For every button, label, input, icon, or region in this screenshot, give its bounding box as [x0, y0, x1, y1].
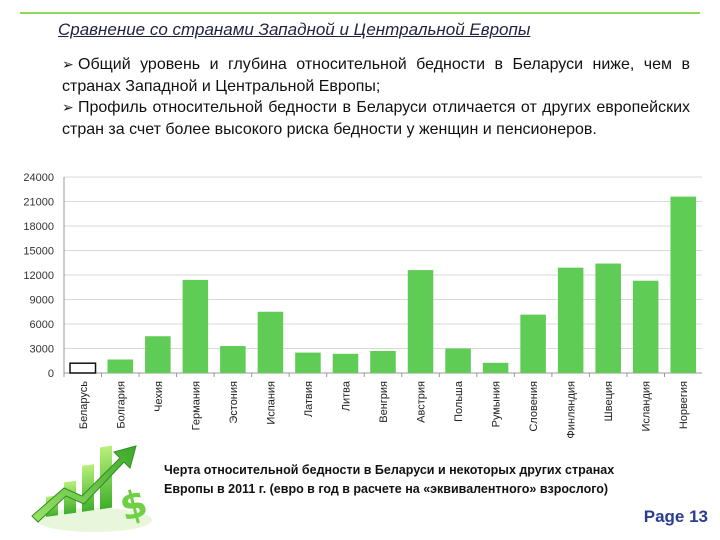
y-tick-label: 15000 — [23, 246, 54, 258]
bullet-item: ➢ Профиль относительной бедности в Белару… — [62, 97, 690, 140]
page-number: Page 13 — [643, 507, 708, 526]
x-tick-label: Германия — [190, 381, 202, 430]
x-tick-label: Словения — [528, 381, 540, 432]
x-tick-label: Эстония — [228, 381, 240, 424]
growth-chart-dollar-icon: $ — [31, 445, 152, 532]
bullet-text: Профиль относительной бедности в Беларус… — [62, 99, 690, 138]
y-tick-label: 21000 — [23, 197, 54, 209]
bar — [482, 362, 509, 373]
x-tick-label: Литва — [340, 380, 352, 411]
caption-line: Черта относительной бедности в Беларуси … — [164, 463, 615, 477]
y-tick-label: 9000 — [30, 295, 54, 307]
y-tick-label: 6000 — [30, 319, 54, 331]
bar — [182, 279, 209, 373]
bullet-list: ➢ Общий уровень и глубина относительной б… — [62, 54, 690, 140]
bar — [445, 348, 471, 373]
x-tick-label: Венгрия — [378, 381, 390, 423]
x-tick-label: Финляндия — [566, 381, 578, 439]
bar — [407, 270, 434, 373]
bar — [332, 353, 359, 373]
bar — [557, 267, 584, 373]
bar — [145, 336, 171, 373]
x-tick-label: Швеция — [603, 381, 615, 421]
caption-line: Европы в 2011 г. (евро в год в расчете н… — [164, 482, 609, 496]
bar — [520, 314, 546, 373]
arrow-bullet-icon: ➢ — [62, 100, 74, 116]
bullet-text: Общий уровень и глубина относительной бе… — [62, 56, 690, 95]
y-tick-label: 12000 — [23, 270, 54, 282]
x-tick-label: Польша — [453, 380, 465, 422]
bar — [670, 196, 696, 373]
header-rule — [20, 12, 700, 14]
x-tick-label: Беларусь — [78, 381, 90, 429]
slide-title: Сравнение со странами Западной и Централ… — [58, 20, 531, 39]
x-tick-label: Румыния — [491, 381, 503, 427]
x-tick-label: Австрия — [416, 381, 428, 423]
bar — [107, 359, 134, 373]
y-tick-label: 3000 — [30, 344, 54, 356]
bullet-item: ➢ Общий уровень и глубина относительной б… — [62, 54, 690, 97]
poverty-line-chart: 0 3000 6000 9000 12000 15000 18000 21000 24000 Бе… — [0, 165, 720, 445]
x-tick-label: Исландия — [641, 381, 653, 432]
bar — [220, 346, 246, 373]
bar — [632, 280, 659, 373]
bar-chart-svg: 0 3000 6000 9000 12000 15000 18000 21000 24000 Бе… — [23, 172, 702, 439]
bar — [370, 350, 396, 373]
y-tick-label: 0 — [48, 368, 54, 380]
bar — [295, 352, 321, 373]
chart-caption: Черта относительной бедности в Беларуси … — [164, 461, 684, 499]
x-tick-label: Болгария — [115, 381, 127, 429]
x-tick-label: Латвия — [303, 381, 315, 417]
bar — [257, 311, 284, 373]
x-tick-label: Чехия — [153, 381, 165, 412]
y-tick-label: 18000 — [23, 221, 54, 233]
arrow-bullet-icon: ➢ — [62, 57, 74, 73]
bar — [69, 362, 97, 374]
x-tick-label: Норвегия — [678, 381, 690, 429]
x-tick-label: Испания — [265, 381, 277, 425]
bar — [595, 263, 621, 373]
y-tick-label: 24000 — [23, 172, 54, 184]
